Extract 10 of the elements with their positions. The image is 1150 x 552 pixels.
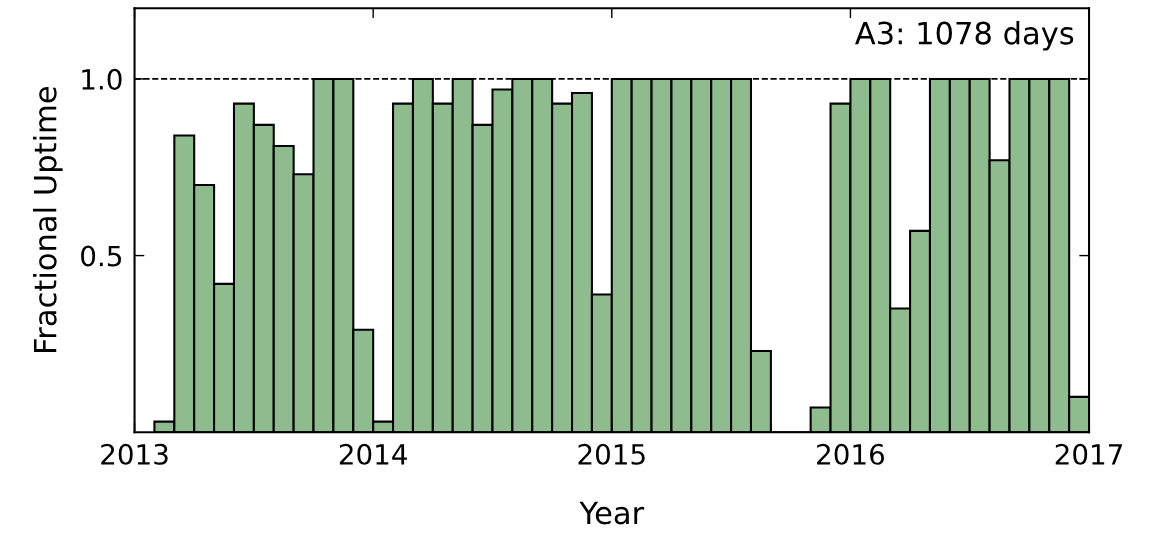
x-tick-label: 2013 <box>101 443 168 465</box>
annotation: A3: 1078 days <box>855 21 1074 51</box>
y-tick-label: 1.0 <box>82 68 122 90</box>
x-tick-label: 2014 <box>339 443 407 465</box>
x-tick-label: 2015 <box>578 443 645 465</box>
x-axis-title: Year <box>579 501 645 525</box>
x-tick-label: 2017 <box>1055 443 1123 465</box>
y-tick-label: 0.5 <box>81 245 122 267</box>
y-axis-title: Fractional Uptime <box>33 87 63 353</box>
x-tick-label: 2016 <box>817 443 885 465</box>
